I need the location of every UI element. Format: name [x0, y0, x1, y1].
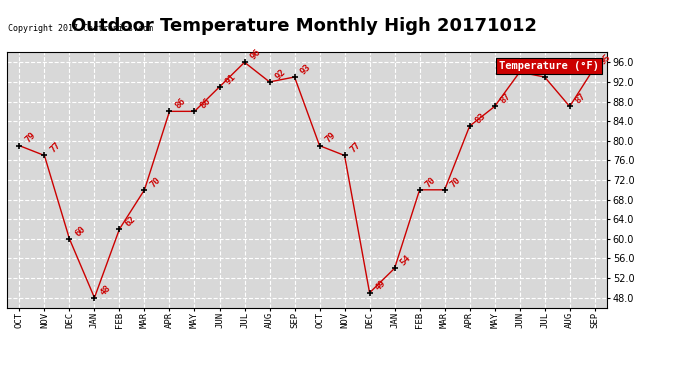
- Text: 86: 86: [174, 97, 188, 111]
- Text: 77: 77: [48, 141, 63, 155]
- Text: 49: 49: [374, 278, 388, 292]
- Text: 87: 87: [574, 92, 588, 106]
- Text: 87: 87: [499, 92, 513, 106]
- Text: 62: 62: [124, 214, 137, 228]
- Text: 70: 70: [448, 175, 463, 189]
- Text: 83: 83: [474, 111, 488, 125]
- Text: 60: 60: [74, 224, 88, 238]
- Text: 96: 96: [248, 48, 263, 62]
- Text: 95: 95: [599, 53, 613, 66]
- Text: 79: 79: [23, 131, 37, 145]
- Legend: Temperature (°F): Temperature (°F): [495, 58, 602, 74]
- Text: 79: 79: [324, 131, 337, 145]
- Text: 77: 77: [348, 141, 363, 155]
- Text: 91: 91: [224, 72, 237, 86]
- Text: 86: 86: [199, 97, 213, 111]
- Text: 93: 93: [549, 62, 563, 76]
- Text: 93: 93: [299, 62, 313, 76]
- Text: 70: 70: [424, 175, 437, 189]
- Text: 94: 94: [524, 57, 538, 71]
- Text: Copyright 2017 Cartronics.com: Copyright 2017 Cartronics.com: [8, 24, 153, 33]
- Text: Outdoor Temperature Monthly High 20171012: Outdoor Temperature Monthly High 2017101…: [70, 17, 537, 35]
- Text: 92: 92: [274, 67, 288, 81]
- Text: 54: 54: [399, 254, 413, 267]
- Text: 70: 70: [148, 175, 163, 189]
- Text: 48: 48: [99, 283, 112, 297]
